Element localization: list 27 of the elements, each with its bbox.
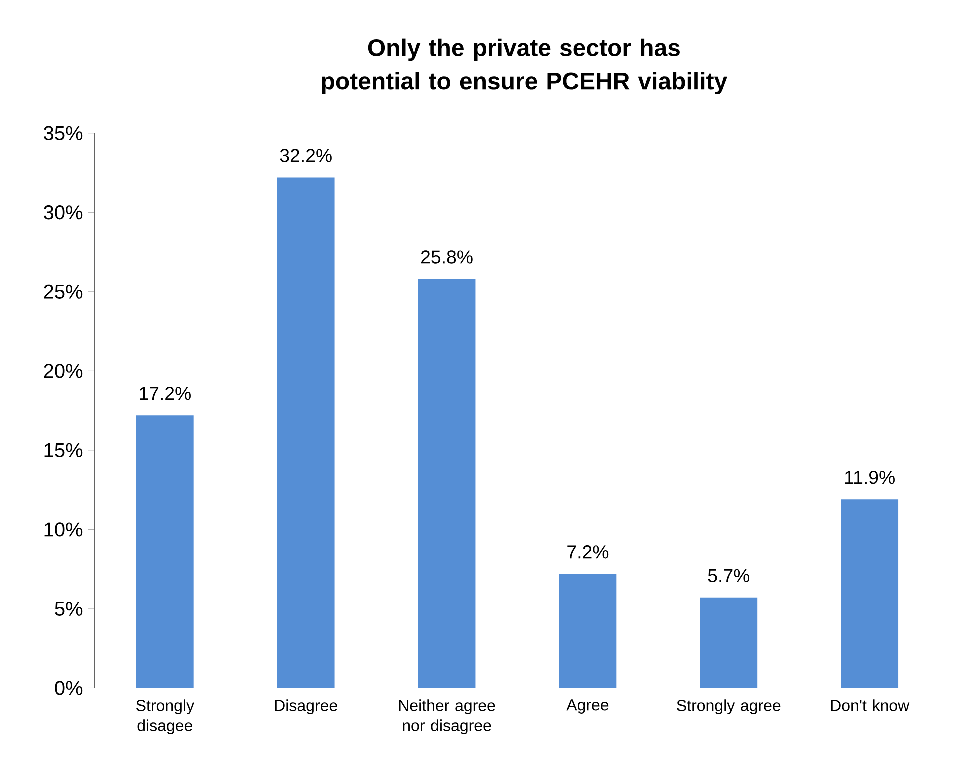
x-tick-label: Neither agree nor disagree xyxy=(399,700,496,735)
bar xyxy=(841,500,899,688)
y-tick-label: 0% xyxy=(55,681,83,696)
y-tick-label: 15% xyxy=(44,444,83,458)
data-label: 7.2% xyxy=(568,546,609,559)
y-tick-label: 10% xyxy=(44,522,83,537)
x-tick-label: Strongly disagee xyxy=(136,700,194,735)
x-tick-label: Don't know xyxy=(831,700,910,712)
x-tick-label: Strongly agree xyxy=(677,700,781,715)
y-tick-label: 25% xyxy=(44,285,83,300)
data-label: 17.2% xyxy=(140,387,191,400)
bar xyxy=(277,178,335,688)
data-label: 5.7% xyxy=(708,570,750,583)
chart-title: Only the private sector has potential to ensure PCEHR viability xyxy=(322,39,728,95)
y-tick-label: 20% xyxy=(44,364,83,378)
data-label: 11.9% xyxy=(845,471,895,484)
x-tick-label: Agree xyxy=(566,700,609,714)
y-tick-label: 5% xyxy=(55,602,83,616)
bar xyxy=(418,279,476,688)
y-tick-label: 35% xyxy=(44,126,83,141)
bar xyxy=(136,416,194,688)
bar xyxy=(559,574,617,688)
data-label: 32.2% xyxy=(280,149,332,163)
y-tick-label: 30% xyxy=(44,206,83,220)
data-label: 25.8% xyxy=(422,250,473,264)
x-tick-label: Disagree xyxy=(275,700,338,715)
bar xyxy=(700,598,758,688)
